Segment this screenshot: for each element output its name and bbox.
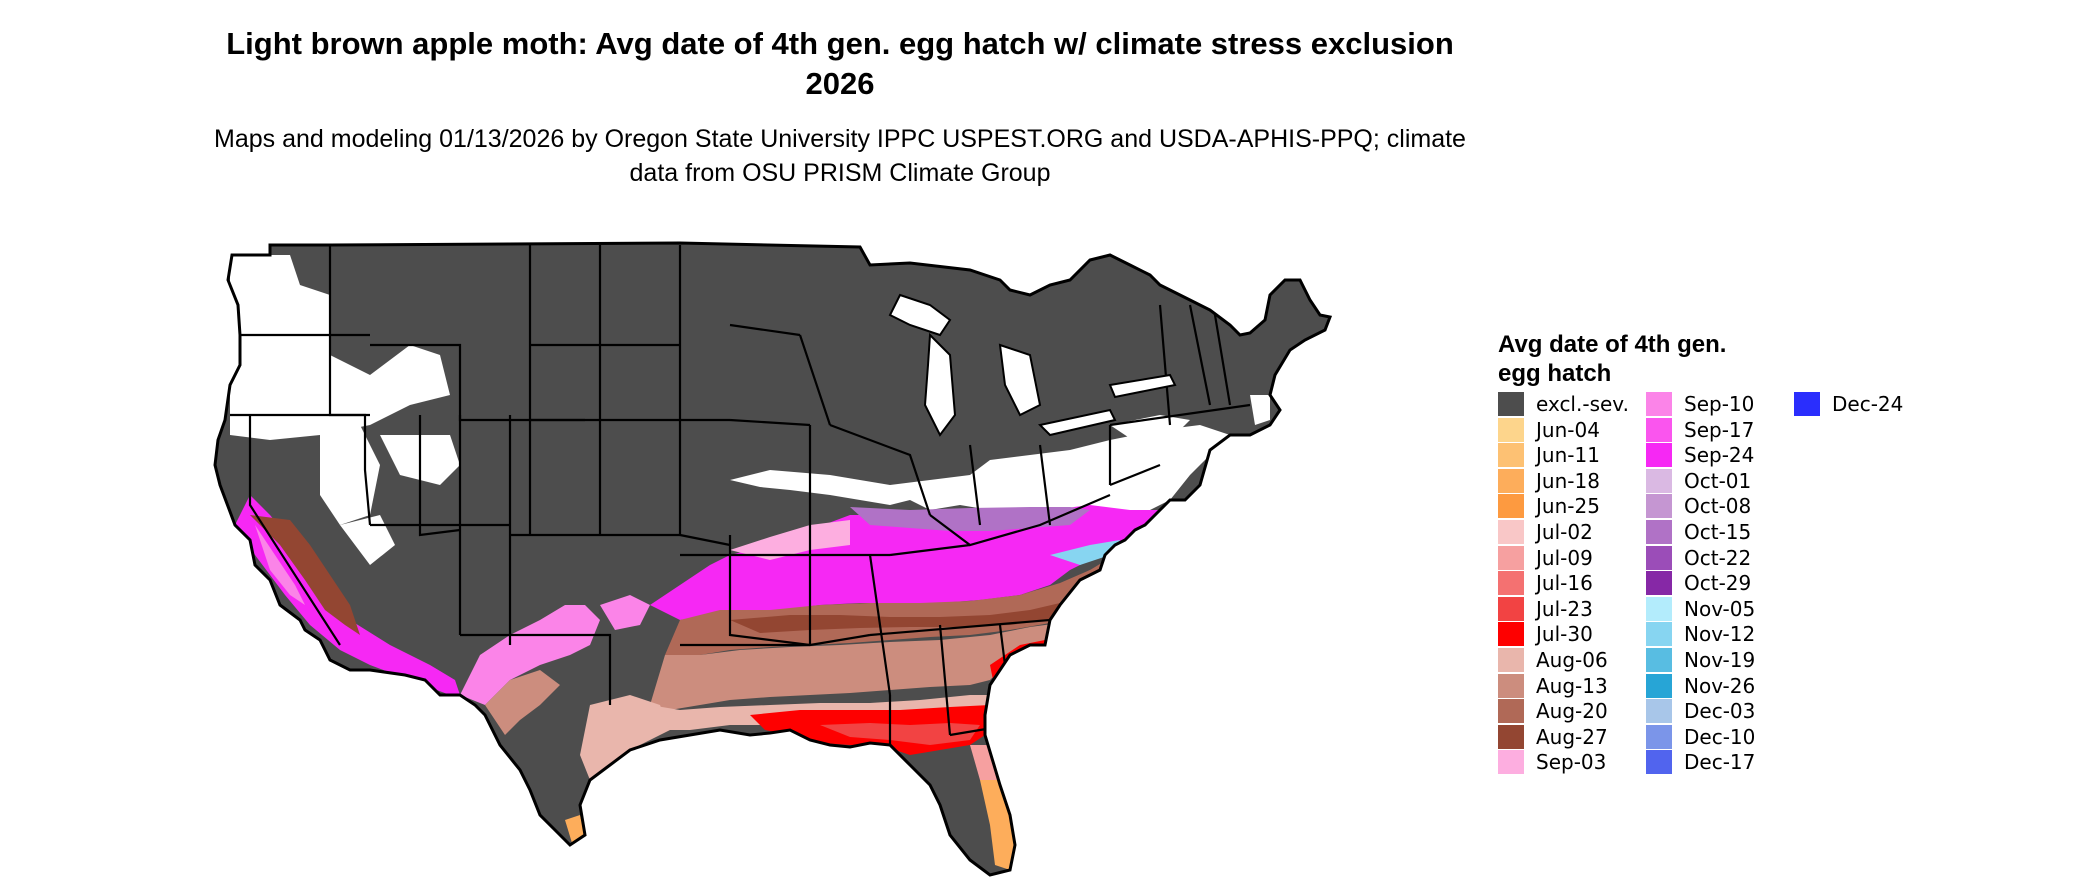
legend-item: Oct-08 (1646, 494, 1752, 519)
legend-item: Jun-18 (1498, 468, 1600, 493)
legend-label: Dec-17 (1684, 750, 1756, 775)
legend-item: Nov-19 (1646, 648, 1755, 672)
map-subtitle: Maps and modeling 01/13/2026 by Oregon S… (214, 125, 1466, 187)
legend-label: Jul-02 (1536, 520, 1593, 544)
legend-item: Jul-30 (1498, 622, 1593, 647)
legend-swatch (1646, 392, 1672, 416)
legend-item: Dec-03 (1646, 699, 1756, 724)
legend-item: Oct-29 (1646, 571, 1752, 596)
legend-item: Oct-22 (1646, 545, 1752, 570)
legend-swatch (1498, 520, 1524, 544)
legend-label: Aug-20 (1536, 699, 1608, 724)
legend-label: Dec-24 (1832, 392, 1904, 416)
legend-item: Aug-06 (1498, 648, 1608, 672)
map-title: Light brown apple moth: Avg date of 4th … (226, 26, 1454, 101)
legend-swatch (1498, 699, 1524, 724)
legend-label: Nov-19 (1684, 648, 1756, 672)
legend-label: Oct-29 (1684, 571, 1752, 596)
legend-swatch (1646, 750, 1672, 775)
legend-swatch (1646, 648, 1672, 672)
legend-swatch (1646, 443, 1672, 468)
legend-label: Aug-27 (1536, 724, 1608, 749)
legend-item: Jun-11 (1498, 443, 1600, 468)
legend-swatch (1498, 622, 1524, 647)
legend-swatch (1498, 494, 1524, 519)
legend-label: Jul-30 (1536, 622, 1593, 647)
legend-item: Dec-24 (1794, 392, 1903, 416)
legend-item: Oct-01 (1646, 468, 1752, 493)
legend-label: Sep-10 (1684, 392, 1755, 416)
legend-label: Jul-16 (1536, 571, 1593, 596)
legend-label: Nov-26 (1684, 673, 1756, 698)
legend: Avg date of 4th gen. egg hatch excl.-sev… (1498, 330, 1903, 775)
legend-item: Sep-03 (1498, 750, 1607, 775)
legend-item: Aug-13 (1498, 673, 1608, 698)
legend-swatch (1646, 494, 1672, 519)
legend-label: Dec-10 (1684, 724, 1756, 749)
legend-items: excl.-sev. Jun-04 Jun-11 Jun-18 Jun-25 Jul-02… (1498, 392, 1918, 792)
legend-item: Jun-04 (1498, 417, 1600, 442)
legend-item: Nov-12 (1646, 622, 1756, 647)
legend-item: Jul-02 (1498, 520, 1593, 544)
legend-item: excl.-sev. (1498, 392, 1629, 416)
legend-item: Jul-23 (1498, 596, 1593, 621)
legend-label: Jul-09 (1536, 545, 1593, 570)
legend-item: Jul-09 (1498, 545, 1593, 570)
legend-label: Dec-03 (1684, 699, 1756, 724)
legend-swatch (1498, 545, 1524, 570)
legend-label: Aug-06 (1536, 648, 1608, 672)
legend-label: Sep-24 (1684, 443, 1755, 468)
legend-item: Sep-10 (1646, 392, 1754, 416)
legend-swatch (1498, 417, 1524, 442)
legend-item: Dec-17 (1646, 750, 1756, 775)
legend-item: Oct-15 (1646, 520, 1751, 544)
legend-swatch (1646, 545, 1672, 570)
legend-item: Nov-05 (1646, 596, 1756, 621)
legend-label: Nov-12 (1684, 622, 1756, 647)
legend-label: Jun-04 (1536, 417, 1600, 442)
legend-swatch (1498, 596, 1524, 621)
legend-item: Aug-20 (1498, 699, 1608, 724)
legend-label: Jul-23 (1536, 596, 1593, 621)
legend-swatch (1498, 392, 1524, 416)
legend-swatch (1498, 673, 1524, 698)
legend-label: Jun-11 (1536, 443, 1600, 468)
legend-swatch (1646, 417, 1672, 442)
legend-swatch (1646, 699, 1672, 724)
legend-swatch (1498, 750, 1524, 775)
legend-item: Jun-25 (1498, 494, 1600, 519)
legend-label: Oct-08 (1684, 494, 1752, 519)
legend-label: Oct-01 (1684, 468, 1752, 493)
legend-swatch (1646, 596, 1672, 621)
legend-swatch (1498, 443, 1524, 468)
legend-label: Sep-17 (1684, 417, 1755, 442)
legend-title: Avg date of 4th gen. egg hatch (1498, 331, 1727, 387)
legend-swatch (1646, 622, 1672, 647)
legend-swatch (1794, 392, 1820, 416)
legend-label: Jun-25 (1536, 494, 1600, 519)
legend-swatch (1498, 648, 1524, 672)
legend-label: Jun-18 (1536, 468, 1600, 493)
legend-label: Oct-22 (1684, 545, 1752, 570)
legend-swatch (1646, 571, 1672, 596)
legend-label: Oct-15 (1684, 520, 1752, 544)
legend-swatch (1646, 724, 1672, 749)
legend-swatch (1498, 571, 1524, 596)
legend-label: Aug-13 (1536, 673, 1608, 698)
legend-item: Jul-16 (1498, 571, 1593, 596)
legend-swatch (1498, 468, 1524, 493)
legend-item: Nov-26 (1646, 673, 1756, 698)
legend-swatch (1646, 673, 1672, 698)
legend-swatch (1646, 520, 1672, 544)
legend-item: Sep-24 (1646, 443, 1755, 468)
legend-item: Aug-27 (1498, 724, 1608, 749)
legend-item: Sep-17 (1646, 417, 1755, 442)
us-map (213, 241, 1332, 877)
legend-item: Dec-10 (1646, 724, 1756, 749)
legend-swatch (1646, 468, 1672, 493)
legend-label: excl.-sev. (1536, 392, 1629, 416)
legend-label: Sep-03 (1536, 750, 1607, 775)
legend-label: Nov-05 (1684, 596, 1756, 621)
legend-swatch (1498, 724, 1524, 749)
